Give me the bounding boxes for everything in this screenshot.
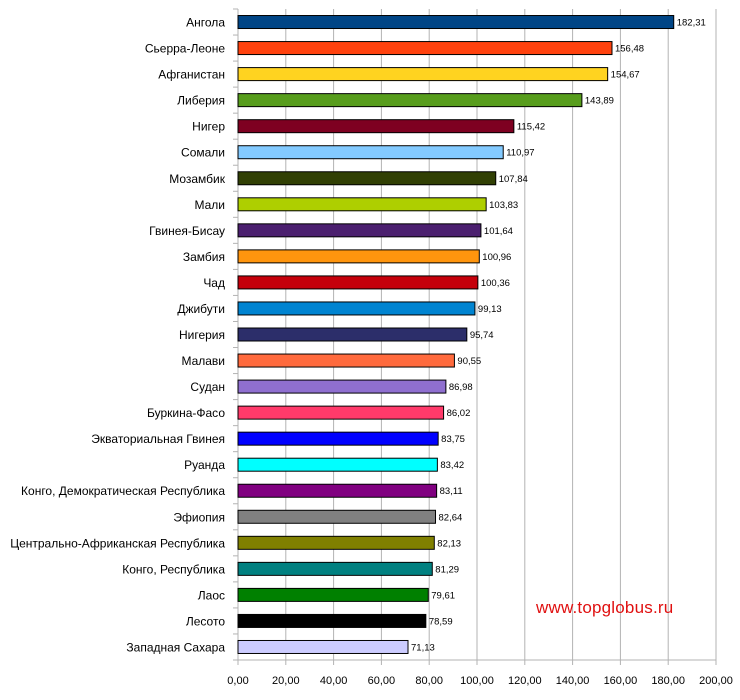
category-label: Экваториальная Гвинея bbox=[91, 432, 225, 446]
bar bbox=[237, 379, 447, 394]
bar bbox=[237, 509, 437, 524]
bar bbox=[237, 275, 479, 290]
bar bbox=[237, 249, 480, 264]
category-label: Конго, Демократическая Республика bbox=[21, 484, 225, 498]
value-label: 86,02 bbox=[447, 408, 471, 419]
category-label: Малави bbox=[181, 354, 225, 368]
x-tick-label: 180,00 bbox=[651, 675, 685, 687]
value-label: 103,83 bbox=[489, 200, 518, 211]
category-label: Мали bbox=[194, 198, 225, 212]
bar bbox=[237, 535, 435, 550]
value-label: 83,42 bbox=[440, 460, 464, 471]
value-label: 79,61 bbox=[431, 590, 455, 601]
bar bbox=[237, 457, 438, 472]
bar bbox=[237, 353, 455, 368]
value-label: 82,13 bbox=[437, 538, 461, 549]
category-label: Западная Сахара bbox=[126, 640, 225, 654]
bar bbox=[237, 587, 429, 602]
value-label: 90,55 bbox=[457, 356, 481, 367]
value-label: 100,36 bbox=[481, 278, 510, 289]
bar bbox=[237, 405, 445, 420]
bar bbox=[237, 67, 609, 82]
value-label: 82,64 bbox=[439, 512, 463, 523]
bar bbox=[237, 327, 468, 342]
category-label: Лесото bbox=[186, 614, 225, 628]
value-label: 81,29 bbox=[435, 564, 459, 575]
category-label: Судан bbox=[190, 380, 225, 394]
category-label: Мозамбик bbox=[169, 172, 226, 186]
category-label: Центрально-Африканская Республика bbox=[10, 536, 225, 550]
bar bbox=[237, 223, 482, 238]
bar bbox=[237, 93, 583, 108]
bar bbox=[237, 171, 497, 186]
category-label: Сьерра-Леоне bbox=[145, 42, 225, 56]
value-label: 115,42 bbox=[517, 122, 545, 133]
bar bbox=[237, 431, 439, 446]
category-label: Нигерия bbox=[179, 328, 225, 342]
bar bbox=[237, 561, 433, 576]
category-label: Эфиопия bbox=[173, 510, 225, 524]
value-label: 143,89 bbox=[585, 96, 614, 107]
category-label: Лаос bbox=[198, 588, 225, 602]
x-tick-label: 0,00 bbox=[227, 675, 248, 687]
value-label: 107,84 bbox=[499, 174, 528, 185]
value-label: 83,11 bbox=[440, 486, 463, 497]
value-label: 156,48 bbox=[615, 44, 644, 55]
category-label: Нигер bbox=[192, 120, 225, 134]
bar bbox=[237, 639, 409, 654]
bar bbox=[237, 145, 504, 160]
value-label: 83,75 bbox=[441, 434, 465, 445]
category-label: Сомали bbox=[181, 146, 225, 160]
bar bbox=[237, 119, 515, 134]
x-tick-label: 140,00 bbox=[556, 675, 590, 687]
x-tick-label: 80,00 bbox=[415, 675, 443, 687]
category-label: Конго, Республика bbox=[122, 562, 225, 576]
value-label: 100,96 bbox=[482, 252, 511, 263]
bar bbox=[237, 613, 427, 628]
category-label: Джибути bbox=[177, 302, 225, 316]
value-label: 182,31 bbox=[677, 18, 706, 29]
category-label: Ангола bbox=[186, 16, 225, 30]
category-label: Либерия bbox=[177, 94, 225, 108]
bar bbox=[237, 15, 675, 30]
x-tick-label: 160,00 bbox=[604, 675, 638, 687]
x-tick-label: 20,00 bbox=[272, 675, 300, 687]
value-label: 101,64 bbox=[484, 226, 513, 237]
category-label: Афганистан bbox=[158, 68, 225, 82]
x-tick-label: 60,00 bbox=[368, 675, 396, 687]
x-tick-label: 200,00 bbox=[699, 675, 733, 687]
value-label: 86,98 bbox=[449, 382, 473, 393]
x-tick-label: 40,00 bbox=[320, 675, 348, 687]
bar bbox=[237, 301, 476, 316]
bar bbox=[237, 41, 613, 56]
bar bbox=[237, 197, 487, 212]
watermark-text: www.topglobus.ru bbox=[536, 598, 674, 617]
value-label: 95,74 bbox=[470, 330, 494, 341]
category-label: Гвинея-Бисау bbox=[149, 224, 225, 238]
x-tick-label: 120,00 bbox=[508, 675, 542, 687]
value-label: 71,13 bbox=[411, 642, 435, 653]
category-label: Замбия bbox=[183, 250, 225, 264]
value-label: 154,67 bbox=[611, 70, 640, 81]
category-label: Буркина-Фасо bbox=[147, 406, 225, 420]
value-label: 110,97 bbox=[506, 148, 534, 159]
value-label: 99,13 bbox=[478, 304, 502, 315]
bar bbox=[237, 483, 438, 498]
x-tick-label: 100,00 bbox=[460, 675, 494, 687]
category-label: Руанда bbox=[184, 458, 225, 472]
category-label: Чад bbox=[203, 276, 225, 290]
value-label: 78,59 bbox=[429, 616, 453, 627]
